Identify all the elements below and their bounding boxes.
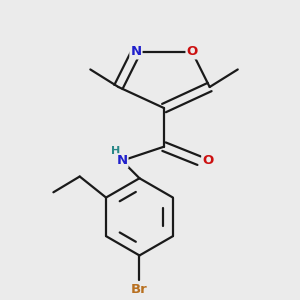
Text: N: N (116, 154, 128, 167)
Text: Br: Br (131, 284, 148, 296)
Text: O: O (187, 45, 198, 58)
Text: O: O (202, 154, 214, 167)
Text: N: N (130, 45, 142, 58)
Text: H: H (111, 146, 120, 156)
